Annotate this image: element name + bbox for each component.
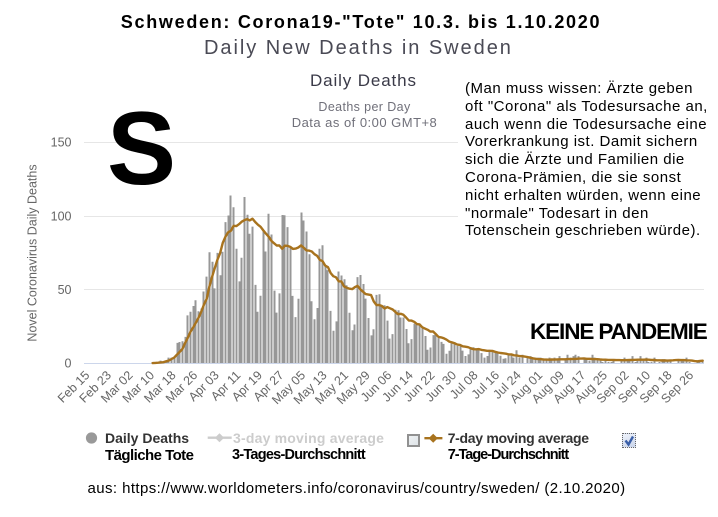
svg-text:Novel Coronavirus Daily Deaths: Novel Coronavirus Daily Deaths [26,164,40,341]
svg-text:150: 150 [51,136,72,150]
svg-text:0: 0 [65,357,72,371]
svg-text:50: 50 [58,283,72,297]
svg-text:100: 100 [51,209,72,223]
